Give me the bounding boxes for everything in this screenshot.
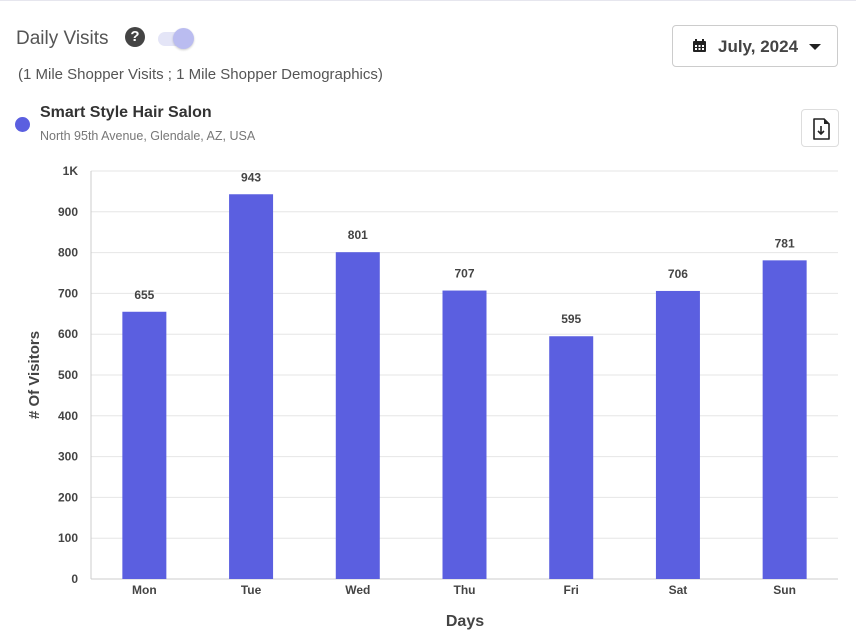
bar-thu [442, 290, 487, 579]
location-color-dot [15, 117, 30, 132]
bar-sun [762, 260, 807, 579]
y-tick-label: 200 [58, 490, 78, 504]
subtitle: (1 Mile Shopper Visits ; 1 Mile Shopper … [18, 66, 383, 83]
y-tick-label: 100 [58, 531, 78, 545]
location-name: Smart Style Hair Salon [40, 104, 212, 121]
download-button[interactable] [801, 109, 839, 147]
data-label: 707 [454, 267, 474, 281]
y-tick-label: 800 [58, 246, 78, 260]
date-label: July, 2024 [718, 37, 799, 56]
calendar-icon [693, 39, 706, 52]
x-tick-label: Fri [564, 583, 579, 597]
x-tick-label: Tue [241, 583, 262, 597]
x-tick-label: Wed [345, 583, 370, 597]
bar-tue [229, 194, 274, 580]
help-icon[interactable]: ? [125, 27, 145, 47]
data-label: 595 [561, 312, 581, 326]
y-tick-label: 700 [58, 286, 78, 300]
y-tick-label: 0 [71, 572, 78, 586]
x-tick-label: Thu [454, 583, 476, 597]
chevron-down-icon [809, 44, 821, 50]
y-tick-label: 900 [58, 205, 78, 219]
data-label: 781 [775, 236, 795, 250]
data-label: 943 [241, 170, 261, 184]
toggle-knob [173, 28, 194, 49]
date-picker-button[interactable]: July, 2024 [672, 25, 838, 67]
bar-mon [122, 311, 167, 579]
toggle-switch[interactable] [158, 28, 194, 49]
bar-sat [655, 290, 700, 579]
page-title: Daily Visits [16, 28, 109, 49]
y-tick-label: 600 [58, 327, 78, 341]
bar-wed [335, 252, 380, 579]
y-axis-label: # Of Visitors [26, 331, 43, 419]
y-tick-label: 400 [58, 409, 78, 423]
data-label: 801 [348, 228, 368, 242]
bar-fri [549, 336, 594, 579]
location-address: North 95th Avenue, Glendale, AZ, USA [40, 129, 256, 143]
y-tick-label: 1K [63, 164, 79, 178]
x-tick-label: Sat [669, 583, 688, 597]
data-label: 706 [668, 267, 688, 281]
data-label: 655 [134, 288, 154, 302]
x-tick-label: Sun [773, 583, 796, 597]
top-divider [0, 0, 856, 1]
y-tick-label: 500 [58, 368, 78, 382]
x-tick-label: Mon [132, 583, 157, 597]
y-tick-label: 300 [58, 450, 78, 464]
file-download-icon [813, 118, 830, 140]
x-axis-label: Days [446, 613, 484, 630]
